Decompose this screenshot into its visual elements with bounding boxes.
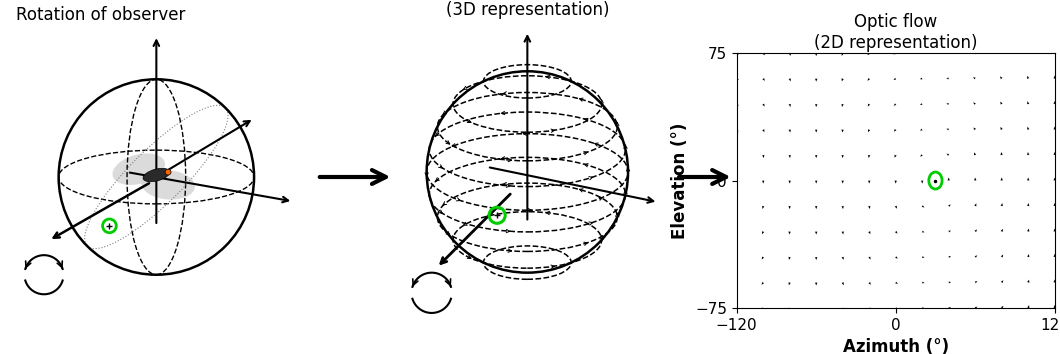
Title: Optic flow
(2D representation): Optic flow (2D representation) [814, 13, 977, 52]
Ellipse shape [112, 153, 165, 185]
Ellipse shape [141, 170, 195, 200]
Circle shape [165, 169, 171, 175]
X-axis label: Azimuth (°): Azimuth (°) [843, 338, 949, 354]
Title: Optic flow
(3D representation): Optic flow (3D representation) [445, 0, 610, 19]
Text: Rotation of observer: Rotation of observer [16, 6, 185, 24]
Ellipse shape [143, 169, 170, 182]
Y-axis label: Elevation (°): Elevation (°) [671, 122, 689, 239]
